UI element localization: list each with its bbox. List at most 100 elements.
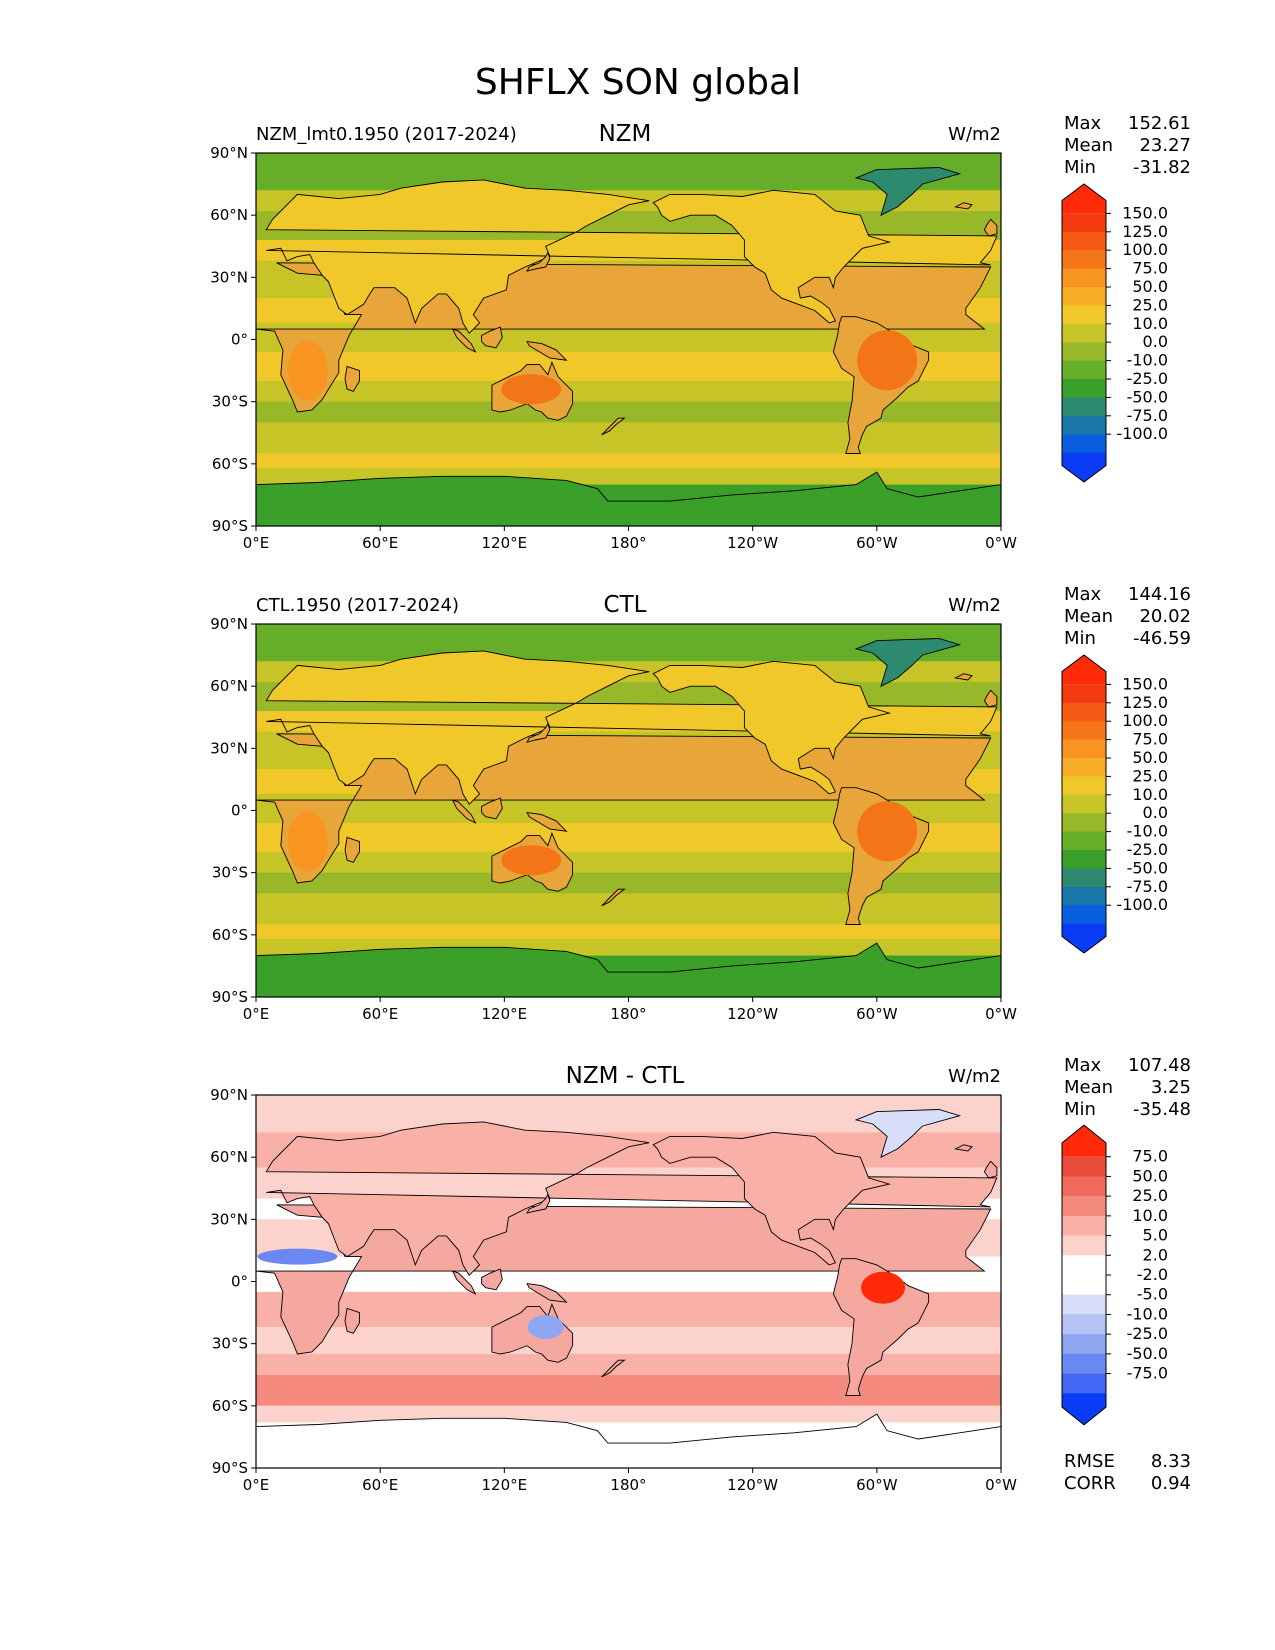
panel-units: W/m2 [948, 1066, 1001, 1087]
colorbar-extend-bottom [1062, 1393, 1106, 1425]
colorbar-tick-label: -10.0 [1127, 351, 1168, 370]
coastline-antarctica [256, 942, 1001, 997]
stat-mean-label: Mean [1064, 1077, 1113, 1098]
stat-min-label: Min [1064, 628, 1096, 649]
coastline-newzealand [601, 888, 626, 907]
colorbar-outline [1061, 1124, 1107, 1426]
colorbar-segment [1062, 268, 1106, 288]
colorbar-tick-label: 100.0 [1122, 711, 1168, 730]
coastline-eurasia [265, 650, 998, 806]
zonal-band [256, 401, 1001, 423]
panel-title: CTL [604, 592, 647, 618]
coastline-newguinea [526, 1283, 568, 1303]
lat-tick-label: 0° [231, 331, 248, 349]
colorbar-tick-label: -25.0 [1127, 840, 1168, 859]
coastline-borneo [481, 326, 503, 349]
lon-tick-label: 180° [610, 1476, 646, 1494]
colorbar-segment [1062, 342, 1106, 362]
coolspot-australia [527, 1315, 564, 1340]
lon-tick-label: 120°E [482, 534, 528, 552]
lon-tick-label: 0°E [243, 1476, 270, 1494]
lon-tick-label: 120°W [727, 534, 778, 552]
colorbar-extend-top [1062, 654, 1106, 685]
lat-tick-label: 60°N [210, 1148, 248, 1166]
colorbar-segment [1062, 305, 1106, 325]
stat-corr-value: 0.94 [1151, 1473, 1191, 1494]
coolspot-sahel [257, 1248, 338, 1265]
colorbar: 75.050.025.010.05.02.0-2.0-5.0-10.0-25.0… [1061, 1124, 1168, 1426]
colorbar-tick-label: 2.0 [1143, 1245, 1168, 1264]
lon-tick-label: 0°E [243, 1005, 270, 1023]
lat-tick-label: 30°S [212, 393, 248, 411]
hotspot-africa [287, 340, 328, 401]
colorbar-extend-bottom [1062, 923, 1106, 954]
lon-tick-label: 60°W [856, 1005, 898, 1023]
lon-tick-label: 120°E [482, 1005, 528, 1023]
colorbar: 150.0125.0100.075.050.025.010.00.0-10.0-… [1061, 654, 1168, 954]
colorbar-segment [1062, 831, 1106, 851]
hotspot-australia [501, 374, 562, 405]
colorbar-tick-label: 10.0 [1132, 314, 1168, 333]
colorbar-segment [1062, 739, 1106, 759]
colorbar-segment [1062, 850, 1106, 869]
coastline-sumatra [451, 328, 477, 353]
colorbar-tick-label: 25.0 [1132, 295, 1168, 314]
lon-tick-label: 180° [610, 534, 646, 552]
colorbar-segment [1062, 702, 1106, 722]
lat-tick-label: 90°S [212, 988, 248, 1006]
zonal-band [256, 1405, 1001, 1423]
colorbar-tick-label: 10.0 [1132, 1206, 1168, 1225]
colorbar-tick-label: -50.0 [1127, 387, 1168, 406]
lat-tick-label: 90°N [210, 1086, 248, 1104]
colorbar-segment [1062, 758, 1106, 777]
colorbar-tick-label: 25.0 [1132, 1186, 1168, 1205]
coastline-samerica [832, 1258, 930, 1396]
panel-2: 90°N 60°N 30°N 0° 30°S 60°S 90°S0°E 60°E 120°E 18… [210, 584, 1191, 1023]
coastline-sumatra [451, 1270, 477, 1295]
coastline-greenland [854, 1109, 962, 1159]
colorbar-segment [1062, 886, 1106, 906]
lat-tick-label: 30°N [210, 739, 248, 757]
zonal-band [256, 453, 1001, 468]
colorbar-tick-label: -50.0 [1127, 1344, 1168, 1363]
hotspot-amazon [861, 1271, 906, 1304]
colorbar-tick-label: 25.0 [1132, 766, 1168, 785]
coastline-newzealand [601, 1359, 626, 1378]
colorbar-segment [1062, 1294, 1106, 1315]
stat-min-label: Min [1064, 1099, 1096, 1120]
colorbar-segment [1062, 813, 1106, 833]
lon-tick-label: 60°E [362, 534, 398, 552]
colorbar-tick-label: 50.0 [1132, 277, 1168, 296]
zonal-band [256, 924, 1001, 939]
colorbar-tick-label: 150.0 [1122, 203, 1168, 222]
lat-tick-label: 60°N [210, 677, 248, 695]
colorbar-segment [1062, 1353, 1106, 1375]
colorbar-segment [1062, 379, 1106, 398]
colorbar-tick-label: 150.0 [1122, 674, 1168, 693]
lon-tick-label: 0°W [985, 1005, 1017, 1023]
colorbar-tick-label: 50.0 [1132, 1166, 1168, 1185]
lon-tick-label: 180° [610, 1005, 646, 1023]
colorbar-segment [1062, 397, 1106, 417]
stat-min-value: -35.48 [1133, 1099, 1191, 1120]
stat-max-value: 152.61 [1128, 113, 1191, 134]
coastline-iceland [954, 202, 973, 210]
colorbar-tick-label: 0.0 [1143, 803, 1168, 822]
coastline-newguinea [526, 341, 568, 361]
coastline-japan [526, 1193, 551, 1214]
panel-units: W/m2 [948, 595, 1001, 616]
panel-title: NZM - CTL [566, 1063, 685, 1089]
colorbar-outline [1061, 654, 1107, 954]
colorbar-segment [1062, 794, 1106, 814]
colorbar-segment [1062, 1334, 1106, 1355]
coastline-sumatra [451, 799, 477, 824]
coastline-antarctica [256, 1413, 1001, 1468]
colorbar-tick-label: 125.0 [1122, 222, 1168, 241]
coastline-namerica [652, 1131, 892, 1266]
colorbar-segment [1062, 1215, 1106, 1237]
coastline-japan [526, 251, 551, 272]
coastline-newzealand [601, 417, 626, 436]
lat-tick-label: 60°S [212, 926, 248, 944]
coastline-britain [983, 1160, 998, 1179]
colorbar-extend-top [1062, 183, 1106, 214]
